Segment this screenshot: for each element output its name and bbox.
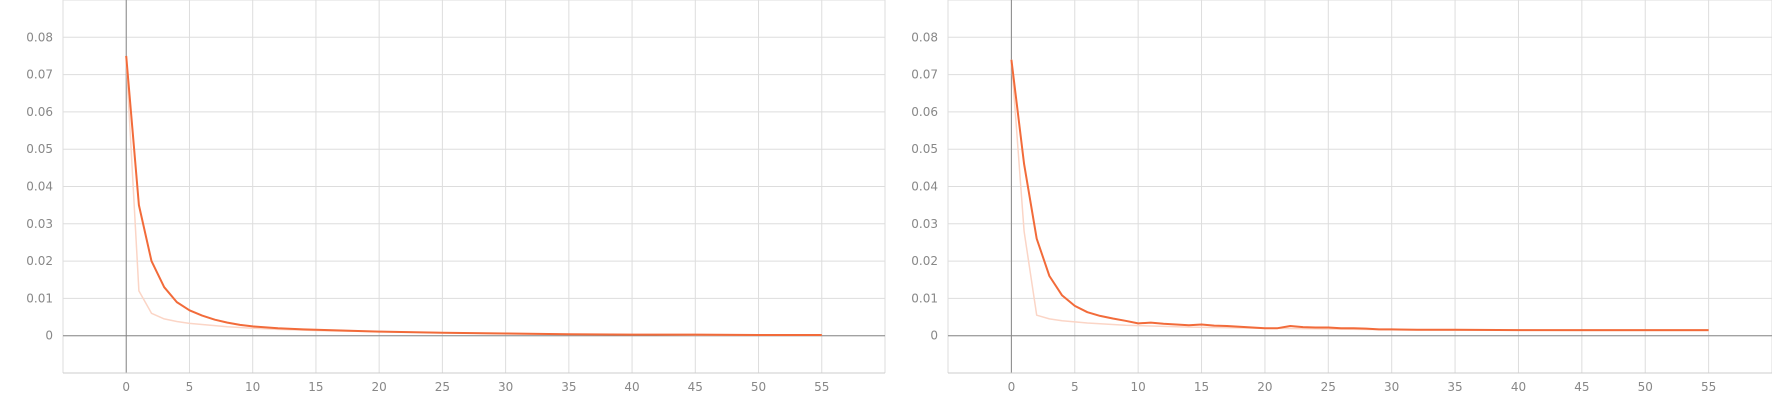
y-tick-label: 0 — [930, 329, 938, 343]
x-tick-label: 10 — [1131, 380, 1146, 394]
x-tick-label: 25 — [435, 380, 450, 394]
x-tick-label: 20 — [1257, 380, 1272, 394]
x-tick-label: 50 — [1638, 380, 1653, 394]
x-tick-label: 55 — [1701, 380, 1716, 394]
x-tick-label: 15 — [1194, 380, 1209, 394]
y-tick-label: 0.01 — [911, 291, 938, 305]
y-tick-label: 0.05 — [911, 142, 938, 156]
smoothed-series-line — [125, 55, 822, 336]
y-tick-label: 0.05 — [26, 142, 53, 156]
y-tick-label: 0.03 — [26, 217, 53, 231]
x-tick-label: 15 — [308, 380, 323, 394]
x-tick-label: 40 — [624, 380, 639, 394]
y-tick-label: 0.04 — [26, 180, 53, 194]
x-tick-label: 10 — [245, 380, 260, 394]
x-tick-label: 30 — [1384, 380, 1399, 394]
y-tick-label: 0.06 — [911, 105, 938, 119]
chart-right: 0 0.01 0.02 0.03 0.04 0.05 0.06 0.07 0.08 0 5 10 15 2… — [911, 0, 1772, 394]
x-tick-label: 55 — [814, 380, 829, 394]
y-tick-label: 0.07 — [26, 68, 53, 82]
raw-series-line — [125, 59, 822, 336]
x-tick-label: 20 — [372, 380, 387, 394]
y-tick-label: 0 — [45, 329, 53, 343]
x-tick-label: 35 — [561, 380, 576, 394]
x-tick-label: 5 — [186, 380, 194, 394]
y-tick-label: 0.07 — [911, 68, 938, 82]
y-tick-label: 0.04 — [911, 180, 938, 194]
x-tick-label: 45 — [1574, 380, 1589, 394]
y-tick-label: 0.08 — [911, 30, 938, 44]
smoothed-series-line — [1010, 59, 1709, 332]
x-tick-label: 45 — [688, 380, 703, 394]
x-tick-label: 35 — [1447, 380, 1462, 394]
y-tick-label: 0.02 — [911, 254, 938, 268]
raw-series-line — [1010, 59, 1709, 332]
x-tick-label: 40 — [1511, 380, 1526, 394]
x-tick-label: 0 — [1008, 380, 1016, 394]
x-tick-label: 25 — [1321, 380, 1336, 394]
x-tick-label: 0 — [122, 380, 130, 394]
y-tick-label: 0.06 — [26, 105, 53, 119]
y-tick-label: 0.03 — [911, 217, 938, 231]
y-tick-label: 0.01 — [26, 291, 53, 305]
x-tick-label: 30 — [498, 380, 513, 394]
x-tick-label: 5 — [1071, 380, 1079, 394]
y-tick-label: 0.02 — [26, 254, 53, 268]
chart-left: 0 0.01 0.02 0.03 0.04 0.05 0.06 0.07 0.08 0 5 10 15 2… — [26, 0, 886, 394]
y-tick-label: 0.08 — [26, 30, 53, 44]
x-tick-label: 50 — [751, 380, 766, 394]
